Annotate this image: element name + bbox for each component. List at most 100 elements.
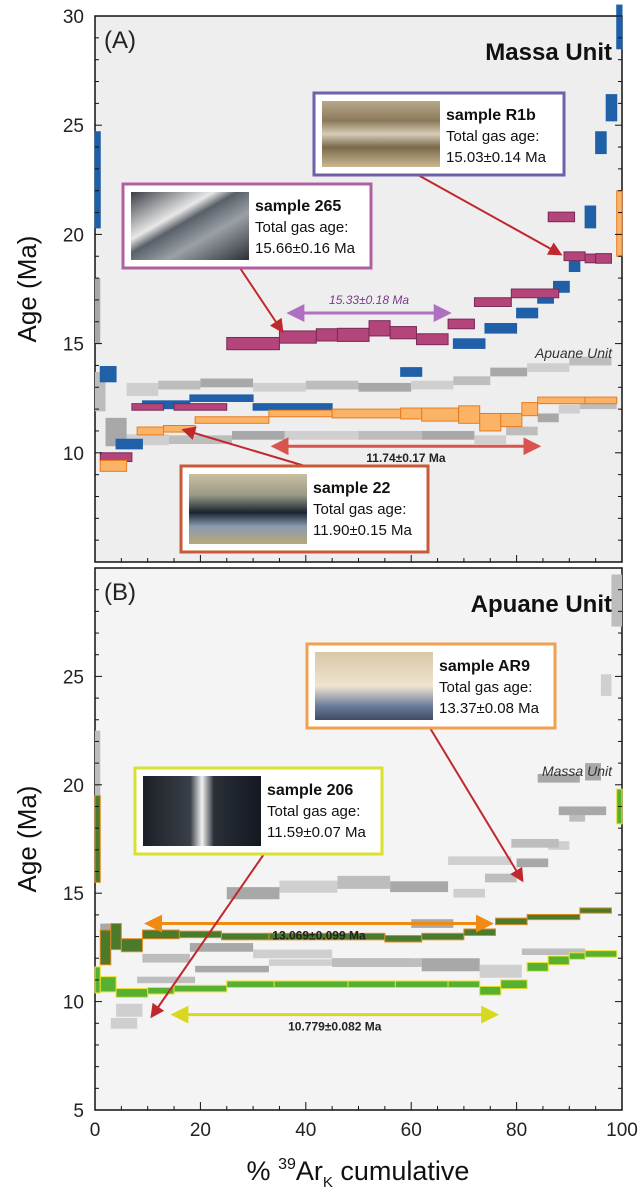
step-265 bbox=[584, 253, 597, 264]
total-gas-age: 11.59±0.07 Ma bbox=[267, 824, 367, 841]
background-step bbox=[358, 430, 422, 440]
series-265 bbox=[99, 211, 612, 463]
panel-label: (B) bbox=[104, 579, 136, 606]
step-R1b bbox=[94, 131, 101, 229]
y-tick-label: 10 bbox=[63, 993, 84, 1014]
sample-arrow bbox=[429, 727, 524, 883]
step-R1b bbox=[115, 438, 143, 450]
step-22 bbox=[616, 190, 623, 257]
step-R1b bbox=[400, 367, 423, 377]
step-AR9 bbox=[178, 930, 222, 939]
step-AR9 bbox=[99, 929, 112, 966]
step-22 bbox=[194, 416, 270, 424]
x-tick-label: 60 bbox=[401, 1120, 422, 1141]
background-step bbox=[453, 888, 485, 898]
sample-name: sample 22 bbox=[313, 480, 390, 497]
step-265 bbox=[336, 327, 370, 342]
background-step bbox=[284, 430, 359, 440]
step-206 bbox=[547, 955, 570, 966]
step-265 bbox=[315, 328, 338, 342]
y-tick-label: 20 bbox=[63, 776, 84, 797]
background-step bbox=[305, 380, 359, 390]
y-tick-label: 20 bbox=[63, 225, 84, 246]
background-step bbox=[253, 382, 306, 392]
sample-name: sample 265 bbox=[255, 198, 341, 215]
total-gas-label: Total gas age: bbox=[439, 679, 532, 696]
background-step bbox=[195, 965, 269, 973]
sample-callout: sample 22 Total gas age: 11.90±0.15 Ma bbox=[179, 464, 430, 554]
sample-arrow bbox=[150, 853, 265, 1019]
step-22 bbox=[400, 407, 423, 420]
sample-photo bbox=[143, 776, 261, 846]
sample-photo bbox=[315, 652, 433, 720]
step-AR9 bbox=[141, 929, 180, 940]
step-R1b bbox=[584, 205, 597, 229]
step-265 bbox=[595, 253, 612, 264]
step-265 bbox=[368, 320, 391, 337]
background-step bbox=[200, 378, 254, 388]
sample-arrow bbox=[239, 267, 284, 334]
sample-name: sample R1b bbox=[446, 107, 536, 124]
step-206 bbox=[226, 980, 275, 989]
step-22 bbox=[500, 412, 523, 428]
total-gas-label: Total gas age: bbox=[313, 501, 406, 518]
panel-title: Massa Unit bbox=[485, 39, 612, 66]
sample-callout: sample AR9 Total gas age: 13.37±0.08 Ma bbox=[305, 642, 557, 730]
total-gas-age: 15.66±0.16 Ma bbox=[255, 240, 356, 257]
step-265 bbox=[415, 333, 449, 346]
step-206 bbox=[394, 980, 449, 989]
step-206 bbox=[526, 962, 549, 972]
step-265 bbox=[278, 330, 317, 344]
step-206 bbox=[99, 976, 117, 993]
panel-title: Apuane Unit bbox=[471, 591, 612, 618]
step-R1b bbox=[99, 366, 117, 383]
y-axis: 5 10 15 20 25 bbox=[63, 567, 622, 1122]
background-step bbox=[95, 278, 101, 344]
step-206 bbox=[273, 980, 349, 989]
y-tick-label: 30 bbox=[63, 7, 84, 28]
step-265 bbox=[547, 211, 576, 223]
step-AR9 bbox=[579, 907, 612, 914]
total-gas-age: 13.37±0.08 Ma bbox=[439, 700, 540, 717]
y-tick-label: 15 bbox=[63, 335, 84, 356]
total-gas-label: Total gas age: bbox=[267, 803, 360, 820]
y-axis: 10 15 20 25 30 bbox=[63, 7, 622, 563]
panel-label: (A) bbox=[104, 27, 136, 54]
step-AR9 bbox=[526, 913, 581, 921]
sample-callout: sample 206 Total gas age: 11.59±0.07 Ma bbox=[133, 766, 384, 856]
step-265 bbox=[447, 318, 475, 330]
series-22 bbox=[99, 190, 623, 472]
background-step bbox=[110, 1017, 138, 1029]
step-R1b bbox=[552, 280, 570, 293]
step-AR9 bbox=[94, 795, 101, 883]
step-R1b bbox=[189, 394, 254, 402]
background-step bbox=[506, 426, 538, 436]
step-22 bbox=[421, 407, 460, 422]
background-step bbox=[611, 574, 622, 627]
background-step bbox=[358, 382, 412, 392]
sample-callout: sample 265 Total gas age: 15.66±0.16 Ma bbox=[121, 182, 373, 270]
background-step bbox=[337, 875, 391, 889]
step-265 bbox=[563, 251, 586, 262]
background-step bbox=[189, 943, 254, 952]
background-step bbox=[453, 376, 491, 386]
background-step bbox=[232, 430, 285, 440]
x-axis: 0 20 40 60 80 100 bbox=[90, 555, 638, 1141]
background-step bbox=[521, 948, 586, 955]
background-step bbox=[484, 873, 517, 883]
step-AR9 bbox=[495, 917, 528, 926]
background-step bbox=[448, 856, 512, 866]
step-206 bbox=[347, 980, 396, 989]
sample-name: sample 206 bbox=[267, 782, 353, 799]
x-axis-label: % 39ArK cumulative bbox=[247, 1156, 470, 1191]
y-tick-label: 25 bbox=[63, 667, 84, 688]
series-R1b bbox=[94, 4, 623, 450]
sample-photo bbox=[131, 192, 249, 260]
step-22 bbox=[521, 402, 539, 417]
sample-name: sample AR9 bbox=[439, 658, 530, 675]
sample-arrow bbox=[181, 426, 306, 467]
step-265 bbox=[389, 326, 417, 340]
y-tick-label: 10 bbox=[63, 444, 84, 465]
background-step bbox=[579, 400, 617, 410]
